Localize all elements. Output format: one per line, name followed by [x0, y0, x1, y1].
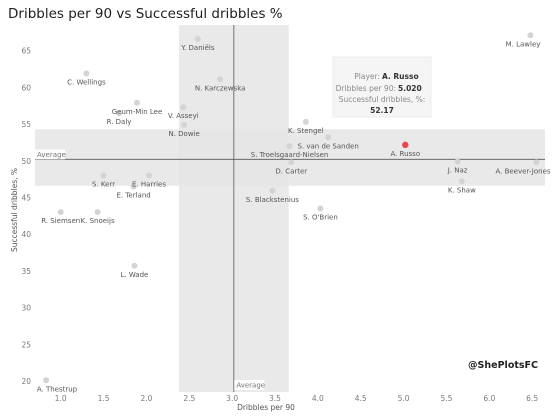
x-tick-label: 3.5 — [269, 394, 281, 403]
point-label: A. Russo — [390, 150, 420, 158]
point-label: N. Karczewska — [195, 84, 246, 92]
x-tick-label: 4.0 — [312, 394, 324, 403]
y-tick-label: 65 — [21, 47, 31, 56]
data-points — [43, 32, 540, 384]
x-tick-label: 1.0 — [55, 394, 67, 403]
point-k-stengel[interactable] — [302, 118, 309, 125]
point-r-siemsen[interactable] — [57, 209, 64, 216]
point-label: L. Wade — [120, 271, 148, 279]
point-v-asseyi[interactable] — [180, 104, 187, 111]
point-label: R. Siemsen — [41, 217, 80, 225]
x-tick-label: 1.5 — [98, 394, 110, 403]
point-label: E. Terland — [116, 191, 150, 199]
point-label: Y. Daniëls — [180, 44, 215, 52]
average-bands — [35, 25, 545, 392]
point-l-wade[interactable] — [131, 262, 138, 269]
x-tick-label: 6.5 — [526, 394, 538, 403]
point-labels: M. Lawley Y. Daniëls C. Wellings N. Karczew… — [37, 40, 551, 393]
point-n-karczewska[interactable] — [217, 76, 224, 83]
point-k-snoeijs[interactable] — [94, 209, 101, 216]
point-label: S. Troelsgaard-Nielsen — [251, 151, 329, 159]
point-label: J. Naz — [447, 167, 468, 175]
point-label: V. Asseyi — [168, 112, 199, 120]
point-label: E. Harries — [132, 180, 166, 188]
x-tick-label: 5.0 — [398, 394, 410, 403]
point-e-terland[interactable] — [130, 183, 137, 190]
x-tick-label: 2.5 — [183, 394, 195, 403]
y-tick-label: 45 — [21, 193, 31, 202]
tooltip: Player: A. Russo Dribbles per 90: 5.020 … — [332, 56, 432, 118]
tooltip-player-label: Player: — [354, 72, 380, 81]
y-axis-label: Successful dribbles, % — [10, 168, 19, 252]
x-tick-label: 4.5 — [355, 394, 367, 403]
point-s-kerr[interactable] — [100, 172, 107, 179]
point-label: K. Snoeijs — [81, 217, 115, 225]
tooltip-player-value: A. Russo — [382, 72, 419, 81]
x-average-label-bg — [234, 380, 265, 390]
point-a-russo[interactable] — [402, 141, 409, 149]
point-label: R. Daly — [107, 118, 132, 126]
point-e-harries[interactable] — [146, 172, 152, 179]
point-r-daly[interactable] — [116, 110, 122, 117]
point-label: D. Carter — [275, 167, 307, 175]
point-label: S. Blackstenius — [246, 196, 299, 204]
point-label: K. Shaw — [448, 186, 476, 194]
point-k-shaw[interactable] — [458, 178, 465, 185]
point-label: C. Wellings — [67, 78, 106, 86]
point-label: S. O'Brien — [303, 214, 338, 222]
y-tick-label: 50 — [21, 157, 31, 166]
y-tick-label: 60 — [21, 83, 31, 92]
point-label: S. Kerr — [92, 180, 115, 188]
point-s-o-brien[interactable] — [317, 205, 324, 212]
y-tick-label: 30 — [21, 304, 31, 313]
point-s-blackstenius[interactable] — [269, 187, 276, 194]
y-tick-label: 25 — [21, 340, 31, 349]
x-tick-label: 3.0 — [226, 394, 238, 403]
point-j-naz[interactable] — [454, 158, 461, 165]
y-tick-label: 40 — [21, 230, 31, 239]
y-tick-label: 55 — [21, 120, 31, 129]
point-geum-min-lee[interactable] — [134, 99, 140, 106]
point-y-daniels[interactable] — [194, 35, 201, 42]
y-tick-label: 35 — [21, 267, 31, 276]
y-tick-label: 20 — [21, 377, 31, 386]
tooltip-dribbles-value: 5.020 — [398, 84, 422, 93]
point-a-thestrup[interactable] — [43, 377, 50, 384]
point-label: A. Beever-Jones — [495, 167, 550, 175]
point-label: K. Stengel — [288, 127, 324, 135]
point-d-carter[interactable] — [288, 159, 295, 166]
point-s-van-de-sanden[interactable] — [325, 134, 332, 141]
y-average-label: Average — [37, 151, 66, 159]
average-lines: Average Average — [35, 25, 545, 392]
axis-ticks: 1.0 1.5 2.0 2.5 3.0 3.5 4.0 4.5 5.0 5.5 6.0 6.5 20 25… — [21, 47, 538, 403]
tooltip-success-label: Successful dribbles, %: — [339, 95, 426, 104]
credit-text: @ShePlotsFC — [468, 360, 538, 371]
tooltip-box — [332, 56, 432, 118]
point-n-dowie[interactable] — [181, 121, 188, 128]
x-axis-label: Dribbles per 90 — [237, 403, 295, 412]
point-c-wellings[interactable] — [83, 70, 90, 77]
point-label: S. van de Sanden — [297, 142, 358, 150]
horizontal-average-band — [35, 129, 545, 186]
point-label: N. Dowie — [168, 130, 199, 138]
point-label: A. Thestrup — [37, 385, 78, 393]
point-s-troelsgaard-nielsen[interactable] — [286, 143, 293, 150]
point-m-lawley[interactable] — [527, 32, 534, 39]
x-tick-label: 6.0 — [483, 394, 495, 403]
x-tick-label: 5.5 — [440, 394, 452, 403]
tooltip-dribbles-label: Dribbles per 90: — [336, 84, 396, 93]
tooltip-success-value: 52.17 — [370, 106, 394, 115]
x-tick-label: 2.0 — [140, 394, 152, 403]
x-average-label: Average — [236, 382, 265, 390]
point-label: M. Lawley — [506, 40, 541, 48]
point-a-beever-jones[interactable] — [533, 159, 540, 166]
chart-title: Dribbles per 90 vs Successful dribbles % — [8, 6, 283, 22]
point-label: Geum-Min Lee — [112, 108, 163, 116]
y-average-label-bg — [35, 149, 65, 160]
